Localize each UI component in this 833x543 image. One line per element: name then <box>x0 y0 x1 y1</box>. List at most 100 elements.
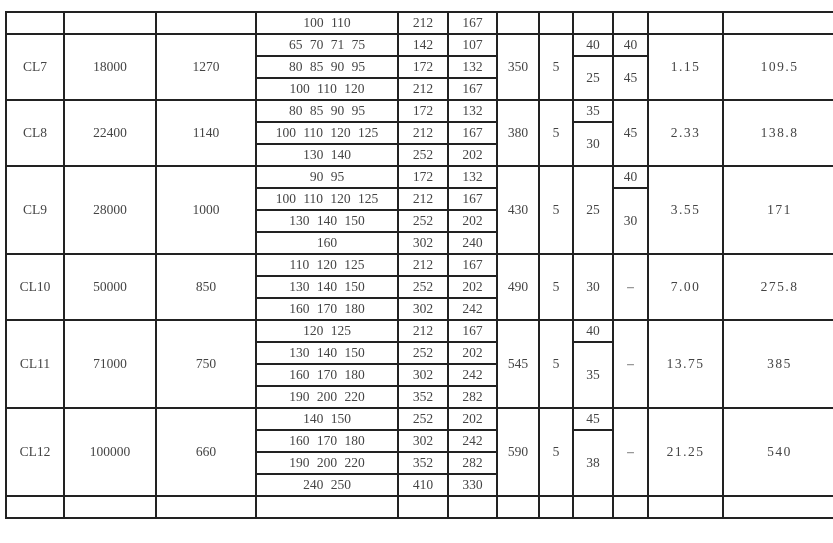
bore-cell: 160 <box>255 231 399 255</box>
d1-cell: 167 <box>447 187 498 211</box>
speed-cell: 1000 <box>155 165 257 255</box>
d-cell: 252 <box>397 143 449 167</box>
d1-cell: 242 <box>447 429 498 453</box>
gap-cell: 5 <box>538 165 574 255</box>
bore-cell: 80 85 90 95 <box>255 99 399 123</box>
d1-cell: 167 <box>447 253 498 277</box>
mass-cell: 138.8 <box>722 99 833 167</box>
bore-cell: 100 110 120 <box>255 77 399 101</box>
speed-cell: 750 <box>155 319 257 409</box>
empty-cell <box>155 495 257 519</box>
inertia-cell: 7.00 <box>647 253 724 321</box>
torque-cell: 50000 <box>63 253 157 321</box>
d1-cell: 330 <box>447 473 498 497</box>
bore-cell: 130 140 <box>255 143 399 167</box>
table-row: 240 250 410 330 <box>6 473 833 497</box>
d-cell: 212 <box>397 11 449 35</box>
c1-cell: 30 <box>572 253 614 321</box>
d-cell: 302 <box>397 231 449 255</box>
d1-cell: 202 <box>447 209 498 233</box>
empty-cell <box>255 495 399 519</box>
gap-cell: 5 <box>538 253 574 321</box>
length-cell: 490 <box>496 253 540 321</box>
bore-cell: 100 110 <box>255 11 399 35</box>
d1-cell: 167 <box>447 319 498 343</box>
c2-cell: – <box>612 253 649 321</box>
c2-cell: 45 <box>612 55 649 101</box>
table-row: 160 170 180 302 242 <box>6 363 833 387</box>
model-cell: CL10 <box>5 253 65 321</box>
table-row: CL12 100000 660 140 150 252 202 590 5 45–21.25 54… <box>5 407 833 497</box>
table-row-top: 100 110 212 167 <box>5 11 833 35</box>
table-row: 100 110 120 212 167 <box>6 77 833 101</box>
d-cell: 302 <box>397 297 449 321</box>
c1-cell: 40 <box>572 319 614 343</box>
empty-cell <box>722 495 833 519</box>
d-cell: 302 <box>397 429 449 453</box>
length-cell: 430 <box>496 165 540 255</box>
bore-cell: 160 170 180 <box>255 363 399 387</box>
gap-cell: 5 <box>538 407 574 497</box>
d-cell: 252 <box>397 407 449 431</box>
c1-cell: 30 <box>572 121 614 167</box>
d-cell: 212 <box>397 253 449 277</box>
model-cell: CL9 <box>5 165 65 255</box>
table-row: 190 200 220 352 282 <box>6 451 833 475</box>
speed-cell: 1270 <box>155 33 257 101</box>
table-row: CL7 18000 1270 65 70 71 75 142 107 350 5 40 40 1.1… <box>5 33 833 101</box>
bore-cell: 130 140 150 <box>255 209 399 233</box>
d-cell: 252 <box>397 209 449 233</box>
bore-cell: 130 140 150 <box>255 275 399 299</box>
bore-cell: 100 110 120 125 <box>255 187 399 211</box>
c1-cell: 35 <box>572 341 614 409</box>
d-cell: 212 <box>397 319 449 343</box>
d1-cell: 202 <box>447 143 498 167</box>
empty-cell <box>538 495 574 519</box>
bore-cell: 190 200 220 <box>255 385 399 409</box>
d1-cell: 132 <box>447 55 498 79</box>
bore-cell: 110 120 125 <box>255 253 399 277</box>
gap-cell: 5 <box>538 33 574 101</box>
c1-cell: 45 <box>572 407 614 431</box>
d-cell: 142 <box>397 33 449 57</box>
model-cell: CL8 <box>5 99 65 167</box>
mass-cell: 385 <box>722 319 833 409</box>
speed-cell: 660 <box>155 407 257 497</box>
d1-cell: 240 <box>447 231 498 255</box>
torque-cell: 100000 <box>63 407 157 497</box>
table-row: 130 140 252 202 <box>6 143 833 167</box>
c1-cell: 35 <box>572 99 614 123</box>
table-row: CL11 71000 750 120 125 212 167 545 5 40–13.75 385 <box>5 319 833 409</box>
empty-cell <box>397 495 449 519</box>
torque-cell: 71000 <box>63 319 157 409</box>
inertia-cell: 2.33 <box>647 99 724 167</box>
table-row: CL9 28000 1000 90 95 172 132 430 5 25 40 3.55 171 <box>5 165 833 255</box>
d1-cell: 282 <box>447 451 498 475</box>
table-row: 190 200 220 352 282 <box>6 385 833 409</box>
empty-cell <box>647 495 724 519</box>
table-row-partial <box>5 495 833 519</box>
empty-cell <box>572 495 614 519</box>
bore-cell: 160 170 180 <box>255 297 399 321</box>
d1-cell: 132 <box>447 99 498 123</box>
d-cell: 212 <box>397 77 449 101</box>
d-cell: 212 <box>397 121 449 145</box>
torque-cell: 28000 <box>63 165 157 255</box>
empty-cell <box>612 495 649 519</box>
torque-cell: 22400 <box>63 99 157 167</box>
inertia-cell: 1.15 <box>647 33 724 101</box>
length-cell: 545 <box>496 319 540 409</box>
speed-cell: 1140 <box>155 99 257 167</box>
empty-cell <box>5 495 65 519</box>
bore-cell: 80 85 90 95 <box>255 55 399 79</box>
mass-cell: 275.8 <box>722 253 833 321</box>
d1-cell: 167 <box>447 77 498 101</box>
model-cell: CL7 <box>5 33 65 101</box>
gap-cell: 5 <box>538 319 574 409</box>
bore-cell: 130 140 150 <box>255 341 399 365</box>
d1-cell: 167 <box>447 11 498 35</box>
c1-cell: 25 <box>572 165 614 255</box>
speed-cell: 850 <box>155 253 257 321</box>
d-cell: 172 <box>397 55 449 79</box>
table-row: 100 110 120 125 212 167 30 <box>6 121 833 167</box>
